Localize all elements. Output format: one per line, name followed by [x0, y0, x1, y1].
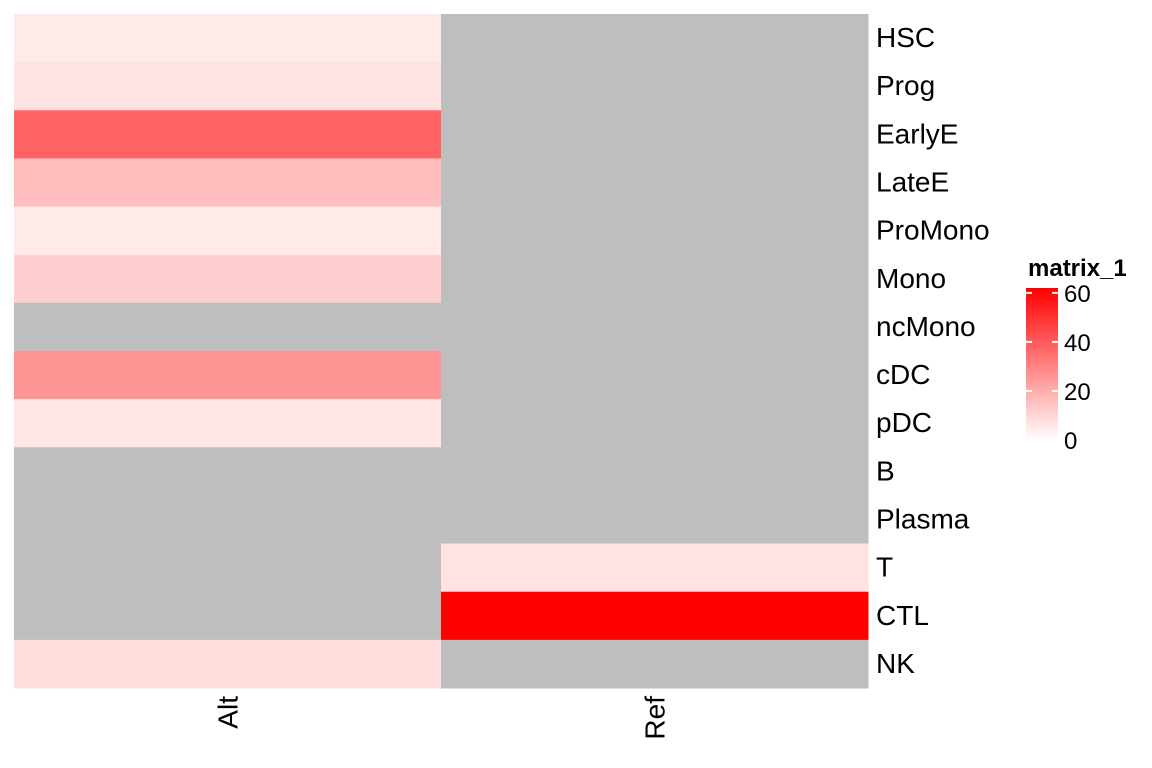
legend-ticks: 0 20 40 60 [1026, 281, 1091, 455]
heatmap-cell-CTL-Ref [441, 591, 869, 641]
heatmap-cell-NK-Alt [14, 639, 442, 689]
heatmap-cell-ProMono-Alt [14, 206, 442, 256]
column-label: Alt [213, 696, 244, 729]
row-label: NK [876, 648, 915, 679]
heatmap-cell-pDC-Alt [14, 399, 442, 448]
heatmap-cells [14, 14, 869, 689]
legend-tick-label: 60 [1064, 281, 1091, 308]
heatmap-cell-EarlyE-Ref [441, 110, 869, 159]
heatmap-cell-LateE-Ref [441, 158, 869, 208]
heatmap-cell-ncMono-Ref [441, 302, 869, 352]
heatmap-cell-LateE-Alt [14, 158, 442, 208]
heatmap-cell-cDC-Ref [441, 351, 869, 400]
heatmap-cell-Prog-Alt [14, 62, 442, 111]
heatmap-cell-B-Ref [441, 447, 869, 496]
row-label: ncMono [876, 311, 976, 342]
legend-color-bar [1026, 288, 1058, 440]
column-labels: Alt Ref [213, 696, 671, 740]
legend-tick-label: 20 [1064, 379, 1091, 406]
heatmap-cell-Mono-Alt [14, 254, 442, 304]
heatmap-cell-cDC-Alt [14, 351, 442, 400]
row-label: B [876, 455, 895, 486]
legend-tick-label: 40 [1064, 330, 1091, 357]
row-label: Prog [876, 70, 935, 101]
heatmap-cell-pDC-Ref [441, 399, 869, 448]
heatmap-cell-B-Alt [14, 447, 442, 496]
legend-title: matrix_1 [1028, 255, 1127, 282]
heatmap-cell-ProMono-Ref [441, 206, 869, 256]
row-label: Plasma [876, 504, 970, 535]
heatmap-cell-HSC-Alt [14, 14, 442, 63]
row-label: pDC [876, 407, 932, 438]
row-label: HSC [876, 22, 935, 53]
heatmap-cell-EarlyE-Alt [14, 110, 442, 159]
heatmap-cell-Plasma-Alt [14, 495, 442, 545]
heatmap-cell-CTL-Alt [14, 591, 442, 641]
column-label: Ref [640, 696, 671, 740]
heatmap-cell-ncMono-Alt [14, 302, 442, 352]
row-label: T [876, 552, 893, 583]
color-legend: matrix_1 0 20 40 60 [1026, 255, 1127, 455]
heatmap-cell-Mono-Ref [441, 254, 869, 304]
row-label: LateE [876, 167, 949, 198]
heatmap-cell-Prog-Ref [441, 62, 869, 111]
row-label: cDC [876, 359, 930, 390]
heatmap-cell-Plasma-Ref [441, 495, 869, 545]
row-labels: HSC Prog EarlyE LateE ProMono Mono ncMono cDC pD… [876, 22, 990, 679]
row-label: CTL [876, 600, 929, 631]
heatmap-cell-HSC-Ref [441, 14, 869, 63]
heatmap-cell-NK-Ref [441, 639, 869, 689]
row-label: Mono [876, 263, 946, 294]
legend-tick-label: 0 [1064, 428, 1077, 455]
row-label: ProMono [876, 215, 990, 246]
row-label: EarlyE [876, 118, 958, 149]
heatmap-cell-T-Alt [14, 543, 442, 593]
heatmap-cell-T-Ref [441, 543, 869, 593]
